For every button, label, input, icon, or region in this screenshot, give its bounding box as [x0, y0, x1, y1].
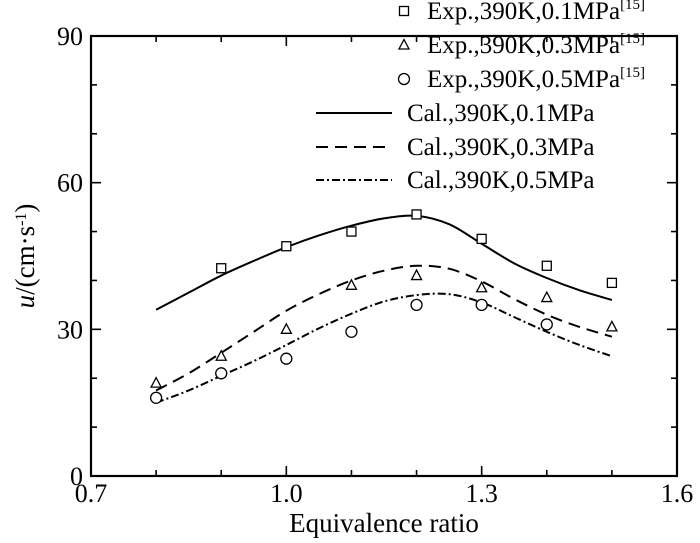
data-point-triangle — [605, 319, 618, 332]
plot-frame — [89, 34, 679, 478]
legend-ref: [15] — [620, 0, 645, 13]
x-tick-label: 1.6 — [661, 479, 694, 508]
calc-line-dashed — [155, 264, 613, 392]
legend-ref: [15] — [620, 65, 645, 81]
calc-line-solid — [155, 214, 613, 311]
y-tick-label: 30 — [57, 315, 83, 344]
x-tick-label: 0.7 — [75, 479, 108, 508]
y-tick-label: 0 — [70, 462, 83, 491]
data-point-triangle — [540, 290, 553, 303]
y-axis-label-close: ) — [10, 204, 40, 213]
data-point-circle — [280, 352, 293, 365]
data-point-square — [476, 233, 487, 245]
data-point-square — [216, 263, 227, 274]
legend-marker-triangle — [397, 38, 411, 50]
x-tick-label: 1.0 — [270, 479, 303, 508]
experimental-series — [149, 209, 618, 404]
y-tick-label: 60 — [57, 169, 83, 198]
data-point-circle — [410, 298, 423, 312]
calc-line-dashdot — [155, 292, 613, 404]
x-tick-labels: 0.7 1.0 1.3 1.6 — [75, 479, 694, 508]
legend-marker-circle — [397, 72, 411, 86]
legend-label: Cal.,390K,0.5MPa — [407, 167, 595, 194]
data-point-circle — [345, 325, 358, 338]
x-axis-label: Equivalence ratio — [289, 508, 479, 538]
legend-marker-square — [398, 5, 410, 17]
y-tick-label: 90 — [57, 22, 83, 51]
y-axis-label-sup: -1 — [13, 213, 30, 226]
data-point-triangle — [215, 349, 228, 361]
data-point-triangle — [345, 278, 358, 290]
data-point-square — [281, 241, 292, 252]
data-point-triangle — [150, 376, 163, 388]
data-point-triangle — [410, 268, 423, 281]
data-point-square — [346, 226, 357, 237]
tick-marks — [90, 35, 678, 477]
y-axis-label: u/(cm·s-1) — [10, 204, 40, 309]
y-axis-label-unit: /(cm·s — [10, 226, 40, 295]
legend-label: Cal.,390K,0.3MPa — [407, 134, 595, 161]
legend-label: Cal.,390K,0.1MPa — [407, 100, 595, 127]
legend-label: Exp.,390K,0.1MPa[15] — [427, 0, 645, 25]
legend-label: Exp.,390K,0.5MPa[15] — [427, 65, 645, 93]
y-tick-labels: 0 30 60 90 — [57, 22, 83, 491]
legend-label: Exp.,390K,0.3MPa[15] — [427, 31, 645, 59]
data-point-square — [411, 209, 422, 220]
legend: Exp.,390K,0.1MPa[15] Exp.,390K,0.3MPa[15]… — [316, 0, 645, 194]
data-point-triangle — [280, 322, 293, 334]
data-point-square — [541, 260, 552, 271]
data-point-circle — [540, 318, 553, 331]
legend-ref: [15] — [620, 31, 645, 47]
calculated-series — [155, 214, 613, 404]
data-point-triangle — [475, 280, 488, 293]
x-tick-label: 1.3 — [465, 479, 498, 508]
y-axis-label-var: u — [10, 295, 40, 309]
data-point-circle — [475, 298, 488, 312]
data-point-circle — [149, 391, 163, 404]
data-point-circle — [215, 367, 228, 380]
data-point-square — [606, 277, 618, 289]
